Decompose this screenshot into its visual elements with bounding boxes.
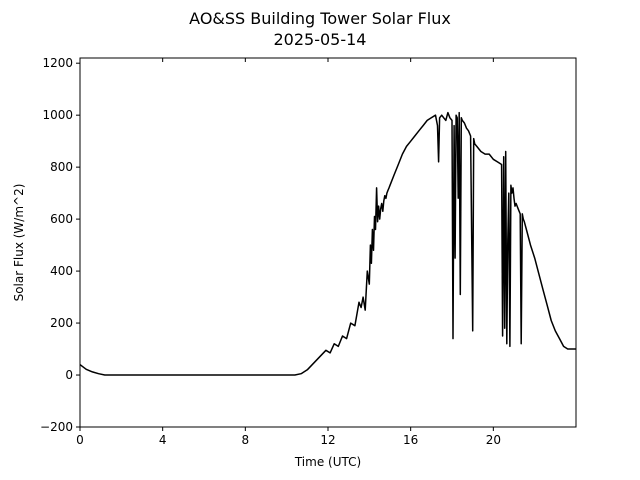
x-tick-label: 16 bbox=[403, 433, 418, 447]
solar-flux-series-line bbox=[80, 111, 576, 376]
y-tick-label: 200 bbox=[50, 316, 73, 330]
y-axis-label: Solar Flux (W/m^2) bbox=[12, 184, 26, 302]
plot-frame bbox=[79, 57, 577, 428]
x-tick-label: 8 bbox=[242, 433, 250, 447]
y-tick-label: 800 bbox=[50, 160, 73, 174]
y-tick-label: −200 bbox=[40, 420, 73, 434]
x-tick-label: 20 bbox=[486, 433, 501, 447]
y-tick-label: 600 bbox=[50, 212, 73, 226]
x-tick-label: 12 bbox=[320, 433, 335, 447]
x-axis-label: Time (UTC) bbox=[294, 455, 361, 469]
x-tick-label: 4 bbox=[159, 433, 167, 447]
y-tick-label: 1000 bbox=[42, 108, 73, 122]
y-axis-ticks: −200 0 200 400 600 800 1000 1200 bbox=[40, 56, 80, 434]
chart-title: AO&SS Building Tower Solar Flux bbox=[189, 9, 451, 28]
x-tick-label: 0 bbox=[76, 433, 84, 447]
y-tick-label: 1200 bbox=[42, 56, 73, 70]
chart-subtitle: 2025-05-14 bbox=[274, 30, 367, 49]
x-axis-ticks: 0 4 8 12 16 20 bbox=[76, 58, 501, 447]
y-tick-label: 400 bbox=[50, 264, 73, 278]
y-tick-label: 0 bbox=[65, 368, 73, 382]
